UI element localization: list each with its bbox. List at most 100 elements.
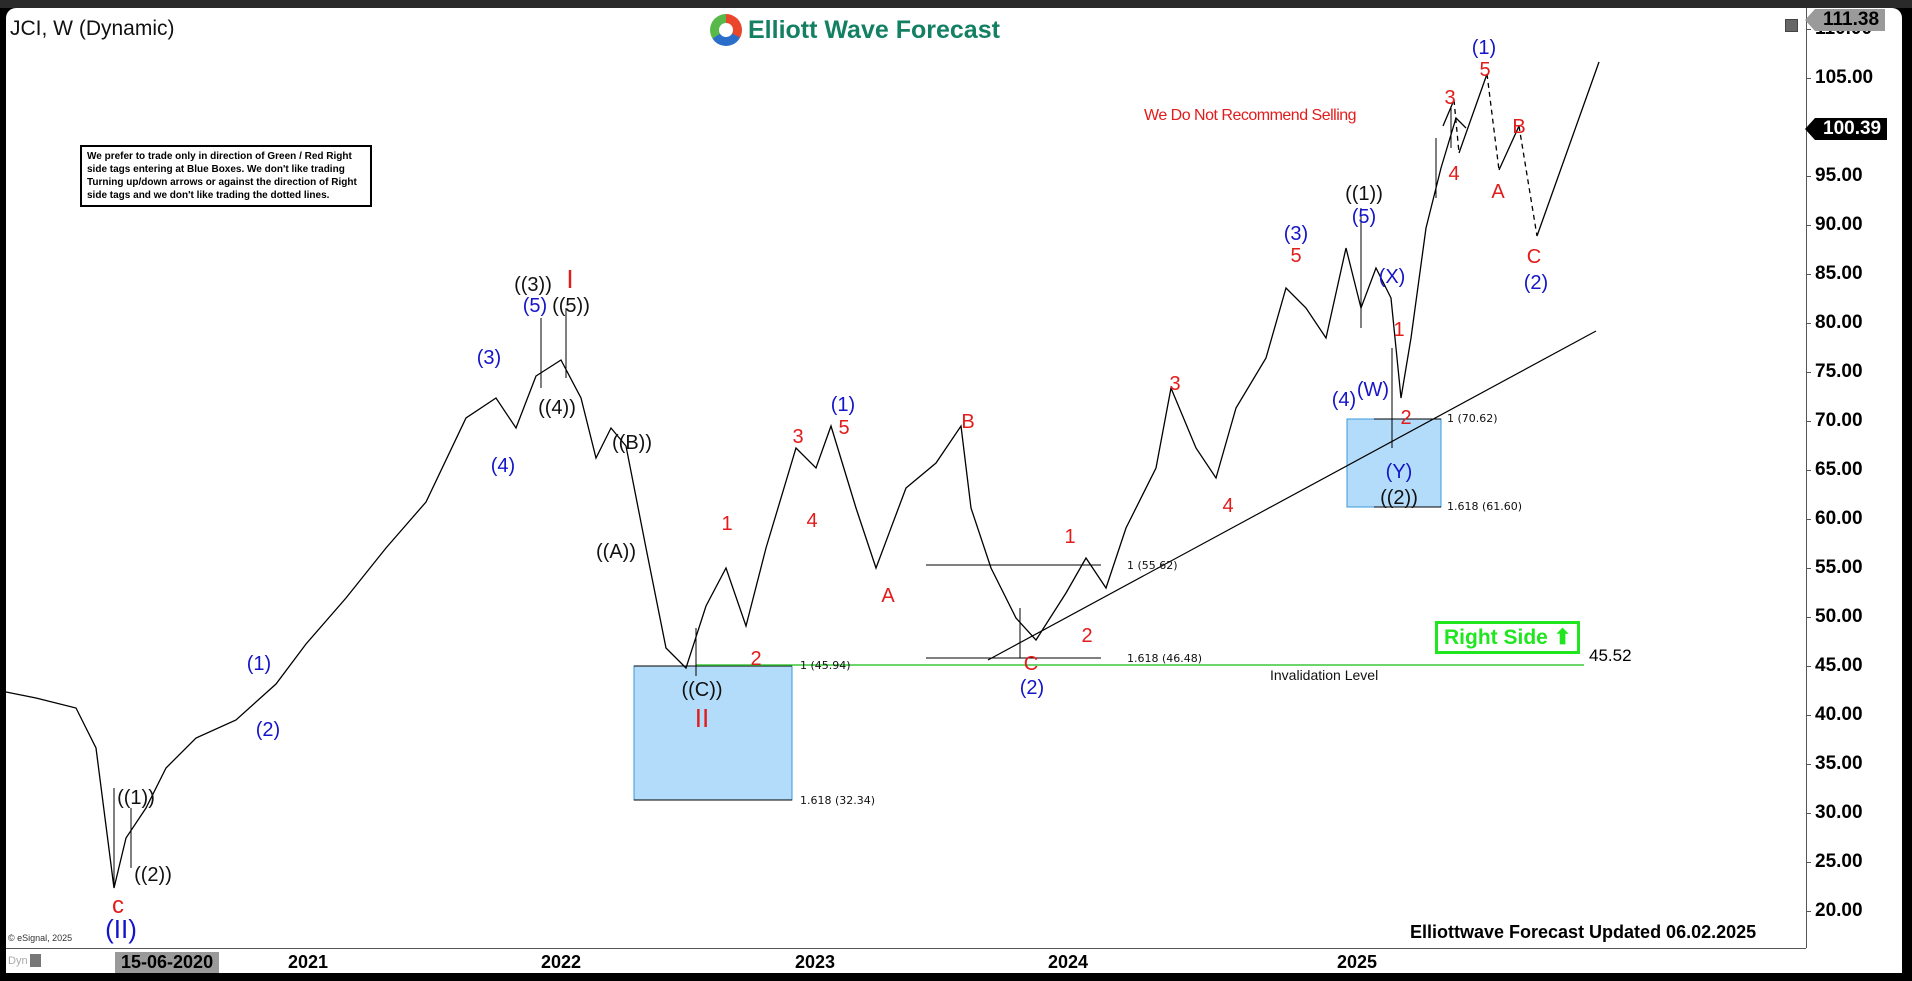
logo-swirl-icon (710, 14, 742, 46)
svg-text:(X): (X) (1379, 266, 1406, 288)
svg-text:(Y): (Y) (1386, 461, 1413, 483)
svg-text:(5): (5) (1352, 206, 1376, 228)
x-tick: 2023 (795, 952, 836, 972)
lock-icon[interactable] (30, 954, 41, 967)
blue-box-2 (1346, 418, 1442, 508)
chart-window: JCI, W (Dynamic) Elliott Wave Forecast W… (6, 8, 1902, 973)
svg-text:I: I (566, 264, 573, 294)
svg-text:3: 3 (792, 426, 803, 448)
last-price-tag: 100.39 (1804, 118, 1888, 140)
y-tick: 50.00 (1806, 606, 1863, 627)
trendline (987, 330, 1597, 661)
svg-text:3: 3 (1444, 87, 1455, 109)
y-tick: 90.00 (1806, 214, 1863, 235)
invalidation-label: Invalidation Level (1270, 667, 1379, 683)
fib-1-label: 1 (55.62) (1127, 559, 1178, 572)
svg-text:((3)): ((3)) (514, 274, 552, 296)
fib-1618-label: 1.618 (46.48) (1127, 652, 1202, 665)
y-tick: 30.00 (1806, 802, 1863, 823)
svg-text:(4): (4) (491, 455, 515, 477)
svg-text:4: 4 (1222, 495, 1233, 517)
y-tick: 85.00 (1806, 263, 1863, 284)
svg-text:(1): (1) (247, 653, 271, 675)
y-tick: 35.00 (1806, 753, 1863, 774)
logo-text: Elliott Wave Forecast (748, 15, 1000, 44)
box1-top-label: 1 (45.94) (800, 659, 851, 672)
y-tick: 25.00 (1806, 851, 1863, 872)
price-chart-plot: 1 (45.94) 1.618 (32.34) 1 (70.62) 1.618 … (6, 37, 1600, 944)
y-tick: 20.00 (1806, 900, 1863, 921)
up-arrow-icon: ⬆ (1553, 626, 1572, 649)
svg-text:1: 1 (1393, 319, 1404, 341)
trading-disclaimer: We prefer to trade only in direction of … (80, 145, 372, 207)
svg-text:5: 5 (838, 417, 849, 439)
box1-bottom-label: 1.618 (32.34) (800, 794, 875, 807)
svg-text:B: B (1512, 116, 1525, 138)
svg-text:II: II (695, 703, 709, 733)
box2-bottom-label: 1.618 (61.60) (1447, 500, 1522, 513)
price-path (6, 116, 1467, 889)
svg-text:B: B (961, 411, 974, 433)
svg-text:(1): (1) (1472, 37, 1496, 59)
svg-text:C: C (1024, 653, 1038, 675)
svg-text:((B)): ((B)) (612, 432, 652, 454)
y-tick: 65.00 (1806, 459, 1863, 480)
blue-box-1 (633, 665, 793, 801)
svg-text:2: 2 (750, 648, 761, 670)
right-side-label: Right Side (1444, 626, 1548, 649)
svg-text:((2)): ((2)) (134, 864, 172, 886)
recommendation-text: We Do Not Recommend Selling (1144, 107, 1357, 124)
y-tick: 75.00 (1806, 361, 1863, 382)
restore-window-icon[interactable] (1785, 19, 1798, 32)
x-tick: 2025 (1337, 952, 1378, 972)
forecast-projection (1442, 61, 1600, 237)
svg-text:5: 5 (1290, 245, 1301, 267)
svg-text:(3): (3) (477, 347, 501, 369)
svg-text:((C)): ((C)) (681, 679, 722, 701)
svg-text:((1)): ((1)) (1345, 183, 1383, 205)
price-axis[interactable]: 110.00 105.00 95.00 90.00 85.00 80.00 75… (1804, 8, 1902, 948)
svg-text:(3): (3) (1284, 223, 1308, 245)
svg-text:A: A (1491, 181, 1505, 203)
svg-text:4: 4 (806, 510, 817, 532)
time-axis[interactable]: Dyn 15-06-2020 2021 2022 2023 2024 2025 (6, 948, 1806, 973)
svg-text:C: C (1527, 246, 1541, 268)
y-tick: 45.00 (1806, 655, 1863, 676)
x-tick-cursor-date: 15-06-2020 (115, 952, 220, 973)
x-tick: 2024 (1048, 952, 1089, 972)
high-price-tag: 111.38 (1804, 9, 1886, 31)
svg-text:((5)): ((5)) (552, 295, 590, 317)
svg-text:(W): (W) (1357, 379, 1389, 401)
svg-text:4: 4 (1448, 163, 1459, 185)
svg-text:1: 1 (721, 513, 732, 535)
y-tick: 60.00 (1806, 508, 1863, 529)
window-top-bar (0, 0, 1912, 8)
updated-stamp: Elliottwave Forecast Updated 06.02.2025 (1410, 922, 1757, 942)
y-tick: 55.00 (1806, 557, 1863, 578)
right-side-tag: Right Side ⬆ (1435, 621, 1581, 654)
dyn-label: Dyn (8, 955, 28, 967)
svg-text:((1)): ((1)) (117, 787, 155, 809)
svg-text:2: 2 (1081, 625, 1092, 647)
svg-text:(2): (2) (1020, 677, 1044, 699)
svg-text:((4)): ((4)) (538, 397, 576, 419)
svg-text:A: A (881, 585, 895, 607)
svg-text:2: 2 (1400, 407, 1411, 429)
x-tick: 2022 (541, 952, 582, 972)
svg-text:(2): (2) (256, 719, 280, 741)
svg-text:(II): (II) (105, 914, 137, 944)
svg-text:((A)): ((A)) (596, 541, 636, 563)
svg-text:(2): (2) (1524, 272, 1548, 294)
svg-text:3: 3 (1169, 373, 1180, 395)
svg-text:1: 1 (1064, 526, 1075, 548)
y-tick: 70.00 (1806, 410, 1863, 431)
svg-text:c: c (112, 892, 124, 919)
symbol-title: JCI, W (Dynamic) (10, 17, 175, 40)
y-tick: 95.00 (1806, 165, 1863, 186)
y-tick: 40.00 (1806, 704, 1863, 725)
brand-logo: Elliott Wave Forecast (710, 14, 1000, 46)
box2-top-label: 1 (70.62) (1447, 412, 1498, 425)
svg-text:(4): (4) (1332, 389, 1356, 411)
y-tick: 105.00 (1805, 67, 1874, 88)
invalidation-price: 45.52 (1589, 646, 1632, 665)
